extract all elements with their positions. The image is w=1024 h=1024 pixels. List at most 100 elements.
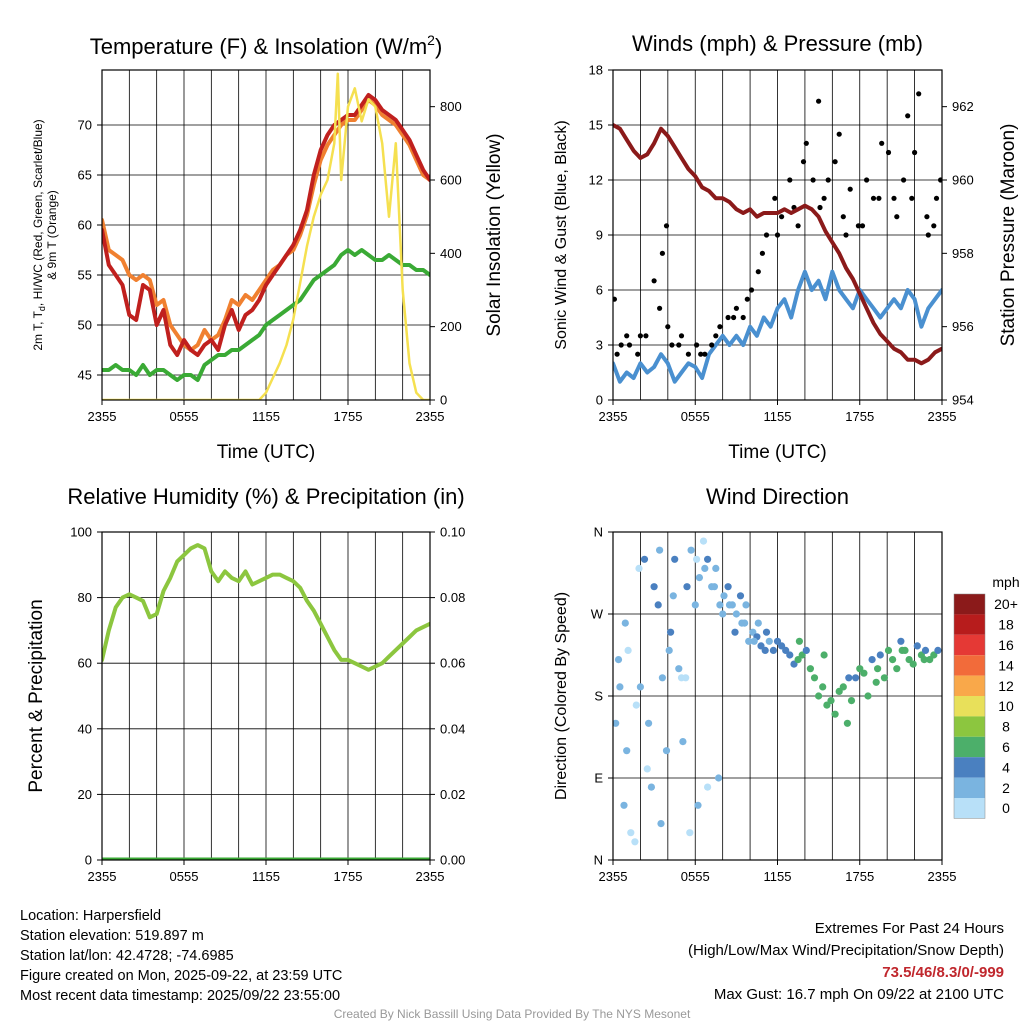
wind-direction-point [852,674,860,682]
x-tick-label: 1755 [334,409,363,424]
gust-point [876,195,882,201]
colorbar-swatch [954,716,985,737]
wind-direction-point [794,656,802,664]
colorbar-frame [953,593,986,819]
x-tick-label: 1755 [334,869,363,884]
gust-point [676,342,682,348]
gust-point [803,140,809,146]
y-tick-label: 70 [78,118,92,133]
y2-tick-label: 0.08 [440,590,465,605]
wind-direction-point [868,656,876,664]
wind-direction-point [762,628,771,636]
wind-direction-point [798,651,806,659]
y-axis-label-line2: & 9m T (Orange) [45,190,59,280]
wind-direction-point [815,692,823,700]
x-tick-label: 2355 [416,409,445,424]
gust-point [925,232,931,238]
x-tick-label: 1755 [845,409,874,424]
wind-direction-point [699,537,708,545]
wind-direction-point [761,646,769,655]
wind-direction-point [893,665,901,673]
wind-direction-point [667,628,675,636]
y2-axis-label: Station Pressure (Maroon) [998,124,1019,347]
y-tick-label: 80 [78,590,92,605]
colorbar-swatch [954,614,985,635]
wind-direction-point [731,628,739,636]
wind-direction-point [876,651,884,659]
x-tick-label: 1155 [764,869,792,884]
wind-direction-point [864,692,872,700]
chart-title: Wind Direction [706,484,849,509]
gust-point [626,342,633,348]
wind-direction-point [820,651,828,659]
y-tick-label: 45 [78,368,92,383]
y2-tick-label: 960 [952,173,974,188]
wind-direction-point [613,719,620,727]
gust-point [855,223,862,229]
wind-direction-point [930,651,938,659]
gust-point [613,296,617,302]
wind-direction-point [880,674,889,682]
wind-direction-point [631,838,639,846]
y2-tick-label: 600 [440,173,462,188]
colorbar-label: 16 [998,637,1014,653]
y-tick-label: 60 [78,656,92,671]
colorbar-label: 20+ [994,596,1018,612]
wind-direction-point [665,646,673,655]
series-group [613,537,942,846]
y2-tick-label: 200 [440,319,462,334]
gust-point [916,91,922,97]
wind-direction-point [765,637,773,645]
wind-direction-point [773,637,782,645]
wind-direction-point [725,601,734,609]
gust-point [637,333,644,339]
x-tick-label: 1755 [845,869,874,884]
colorbar-swatch [954,594,985,615]
gust-point [733,305,740,311]
wind-direction-point [810,674,819,682]
x-axis-label: Time (UTC) [728,442,827,463]
wind-direction-point [732,610,741,618]
gust-point [763,232,770,238]
gust-point [779,214,785,220]
gust-point [800,159,807,165]
wind-direction-point [632,701,640,709]
gust-point [678,333,685,339]
wind-direction-point [720,592,728,600]
gust-point [901,177,907,183]
extremes-info: Extremes For Past 24 Hours (High/Low/Max… [688,918,1004,1006]
gust-point [725,314,731,321]
extremes-values: 73.5/46/8.3/0/-999 [882,964,1004,981]
colorbar-swatch [954,675,985,696]
gust-point [665,324,671,330]
y2-tick-label: 0.04 [440,721,465,736]
colorbar-label: 8 [1002,719,1010,735]
x-tick-label: 0555 [170,409,199,424]
wind-direction-point [656,546,664,554]
y-tick-label: 3 [596,338,603,353]
y2-tick-label: 0.10 [440,525,465,540]
x-tick-label: 2355 [928,409,957,424]
wind-direction-point [769,646,778,655]
gust-point [651,278,657,284]
wind-direction-point [640,555,649,563]
gust-point [755,269,761,275]
wind-direction-point [845,674,853,682]
wind-direction-point [627,829,635,837]
wind-direction-point [683,583,691,591]
x-tick-label: 2355 [599,869,628,884]
colorbar-label: 10 [998,698,1014,714]
max-gust-text: Max Gust: 16.7 mph On 09/22 at 2100 UTC [713,986,1004,1003]
wind-direction-point [802,646,810,655]
x-tick-label: 0555 [681,409,710,424]
gust-point [669,342,675,348]
x-tick-label: 2355 [416,869,445,884]
wind-direction-point [806,665,815,673]
wind-direction-point [704,783,712,791]
gust-point [847,186,853,192]
gust-point [694,342,700,348]
gust-point [885,149,892,156]
y-axis-label-part: , HI/WC (Red, Green, Scarlet/Blue) [31,119,45,306]
y-axis-label: Percent & Precipitation [26,599,47,792]
